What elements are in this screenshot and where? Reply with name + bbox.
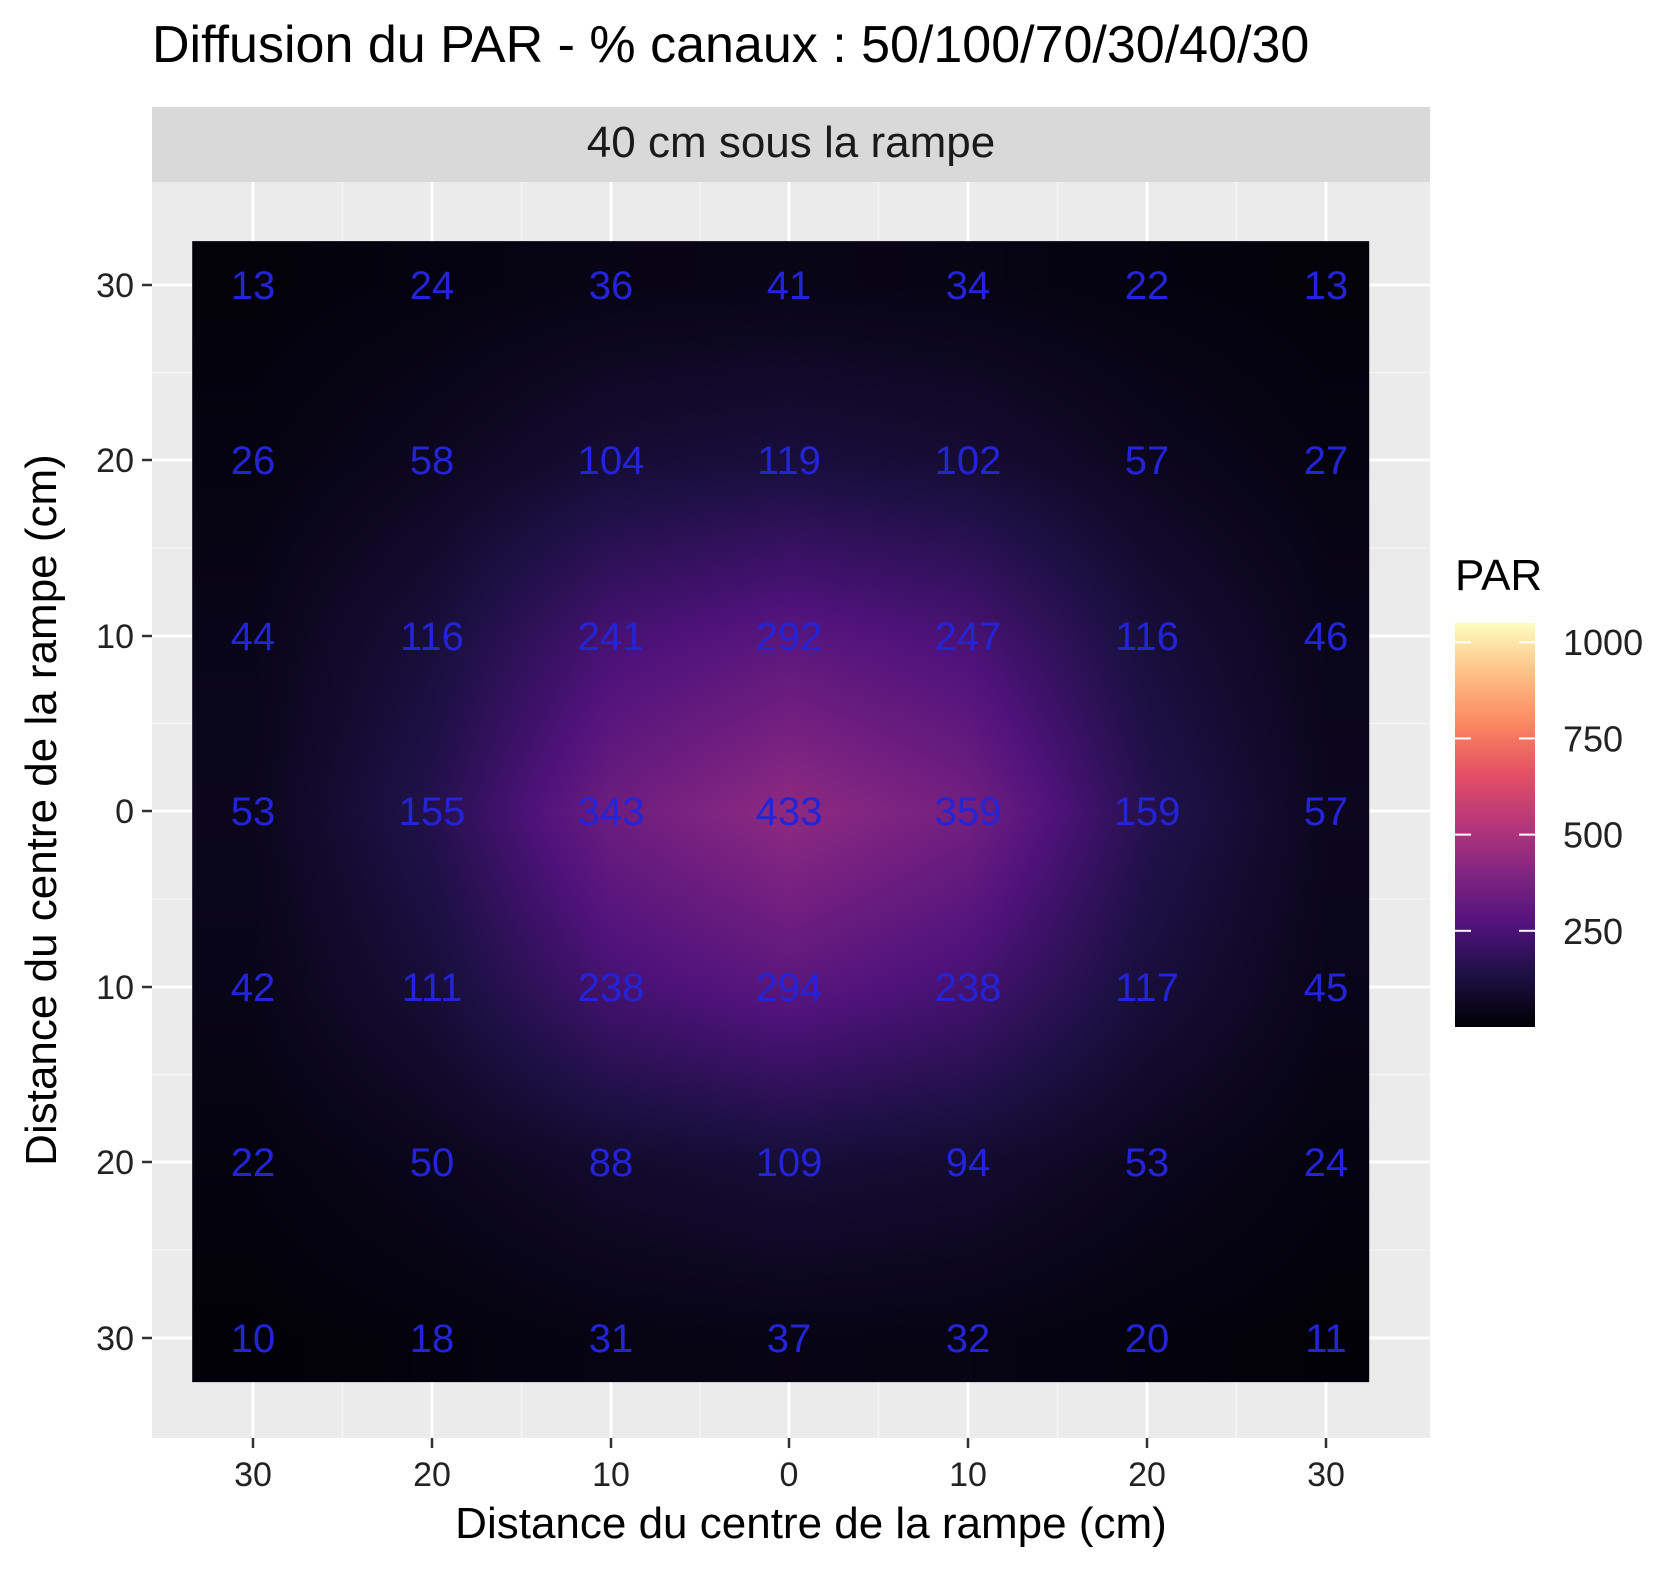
cell-value-label: 294 bbox=[756, 966, 823, 1010]
color-legend: PAR 250 500 750 1000 bbox=[1455, 551, 1643, 1027]
cell-value-label: 50 bbox=[410, 1141, 455, 1185]
y-tick-label: 10 bbox=[96, 969, 134, 1007]
cell-value-label: 116 bbox=[1115, 615, 1179, 659]
cell-value-label: 159 bbox=[1114, 790, 1181, 834]
cell-value-label: 13 bbox=[231, 264, 276, 308]
cell-value-label: 46 bbox=[1304, 615, 1349, 659]
cell-value-label: 31 bbox=[589, 1317, 634, 1361]
cell-value-label: 433 bbox=[756, 790, 823, 834]
chart-title: Diffusion du PAR - % canaux : 50/100/70/… bbox=[152, 16, 1309, 74]
cell-value-label: 88 bbox=[589, 1141, 634, 1185]
cell-value-label: 292 bbox=[756, 615, 823, 659]
cell-value-label: 10 bbox=[231, 1317, 276, 1361]
y-axis-title: Distance du centre de la rampe (cm) bbox=[17, 454, 66, 1166]
cell-value-label: 241 bbox=[578, 615, 645, 659]
cell-value-label: 22 bbox=[231, 1141, 276, 1185]
cell-value-label: 42 bbox=[231, 966, 276, 1010]
cell-value-label: 24 bbox=[1304, 1141, 1349, 1185]
cell-value-label: 41 bbox=[767, 264, 812, 308]
cell-value-label: 104 bbox=[578, 439, 645, 483]
cell-value-label: 57 bbox=[1304, 790, 1349, 834]
cell-value-label: 37 bbox=[767, 1317, 812, 1361]
cell-value-label: 11 bbox=[1305, 1317, 1347, 1361]
legend-title: PAR bbox=[1455, 551, 1542, 600]
cell-value-label: 117 bbox=[1115, 966, 1179, 1010]
cell-value-label: 111 bbox=[402, 966, 463, 1010]
cell-value-label: 34 bbox=[946, 264, 991, 308]
cell-value-label: 18 bbox=[410, 1317, 455, 1361]
cell-value-label: 238 bbox=[578, 966, 645, 1010]
cell-value-label: 119 bbox=[757, 439, 821, 483]
cell-value-label: 359 bbox=[935, 790, 1002, 834]
y-tick-label: 30 bbox=[96, 1320, 134, 1358]
cell-value-label: 247 bbox=[935, 615, 1002, 659]
legend-tick-label: 250 bbox=[1563, 911, 1623, 952]
cell-value-label: 27 bbox=[1304, 439, 1349, 483]
cell-value-label: 20 bbox=[1125, 1317, 1170, 1361]
y-tick-label: 10 bbox=[96, 618, 134, 656]
cell-value-label: 53 bbox=[231, 790, 276, 834]
cell-value-label: 238 bbox=[935, 966, 1002, 1010]
cell-value-label: 44 bbox=[231, 615, 276, 659]
y-tick-label: 30 bbox=[96, 267, 134, 305]
x-tick-label: 30 bbox=[234, 1456, 272, 1494]
legend-tick-label: 750 bbox=[1563, 718, 1623, 759]
cell-value-label: 26 bbox=[231, 439, 276, 483]
x-tick-label: 0 bbox=[780, 1456, 799, 1494]
cell-value-label: 32 bbox=[946, 1317, 991, 1361]
cell-value-label: 53 bbox=[1125, 1141, 1170, 1185]
legend-ticks: 250 500 750 1000 bbox=[1455, 622, 1643, 952]
x-tick-label: 20 bbox=[413, 1456, 451, 1494]
legend-tick-label: 1000 bbox=[1563, 622, 1643, 663]
x-axis-title: Distance du centre de la rampe (cm) bbox=[455, 1499, 1167, 1548]
cell-value-label: 45 bbox=[1304, 966, 1349, 1010]
legend-colorbar bbox=[1455, 623, 1535, 1027]
cell-value-label: 13 bbox=[1304, 264, 1349, 308]
legend-tick-label: 500 bbox=[1563, 815, 1623, 856]
cell-value-label: 102 bbox=[935, 439, 1002, 483]
cell-value-label: 24 bbox=[410, 264, 455, 308]
cell-value-label: 116 bbox=[400, 615, 464, 659]
y-axis: 30 20 10 0 10 20 30 bbox=[96, 267, 152, 1358]
facet-label: 40 cm sous la rampe bbox=[587, 118, 995, 167]
cell-value-label: 155 bbox=[399, 790, 466, 834]
cell-value-label: 343 bbox=[578, 790, 645, 834]
cell-value-label: 109 bbox=[756, 1141, 823, 1185]
y-tick-label: 20 bbox=[96, 1144, 134, 1182]
x-tick-label: 20 bbox=[1128, 1456, 1166, 1494]
cell-value-label: 94 bbox=[946, 1141, 991, 1185]
heatmap-image bbox=[192, 241, 1370, 1383]
x-tick-label: 10 bbox=[592, 1456, 630, 1494]
cell-value-label: 22 bbox=[1125, 264, 1170, 308]
x-tick-label: 10 bbox=[949, 1456, 987, 1494]
cell-value-label: 58 bbox=[410, 439, 455, 483]
cell-labels: 13 24 36 41 34 22 13 26 58 104 119 102 57 27 44 116 241 2… bbox=[231, 264, 1349, 1361]
x-tick-label: 30 bbox=[1307, 1456, 1345, 1494]
y-tick-label: 20 bbox=[96, 442, 134, 480]
heatmap-surface bbox=[192, 241, 1370, 1383]
cell-value-label: 57 bbox=[1125, 439, 1170, 483]
facet-strip bbox=[152, 107, 1430, 182]
x-axis: 30 20 10 0 10 20 30 bbox=[234, 1438, 1345, 1494]
y-tick-label: 0 bbox=[115, 793, 134, 831]
cell-value-label: 36 bbox=[589, 264, 634, 308]
